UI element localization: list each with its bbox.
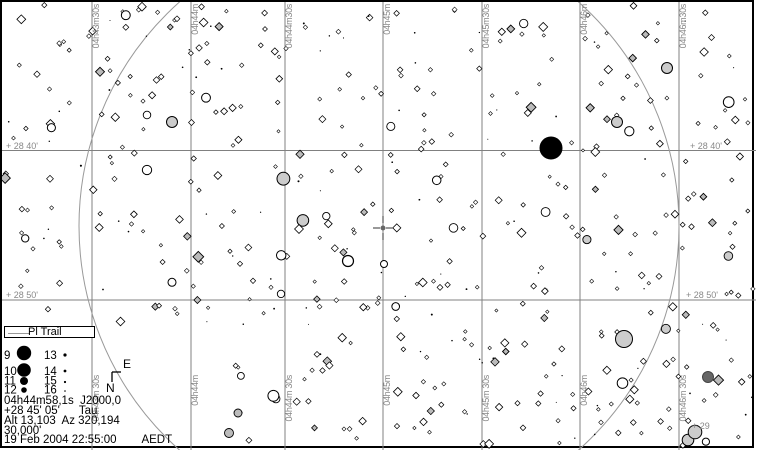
svg-text:N: N [106, 381, 115, 395]
svg-text:E: E [123, 357, 131, 371]
